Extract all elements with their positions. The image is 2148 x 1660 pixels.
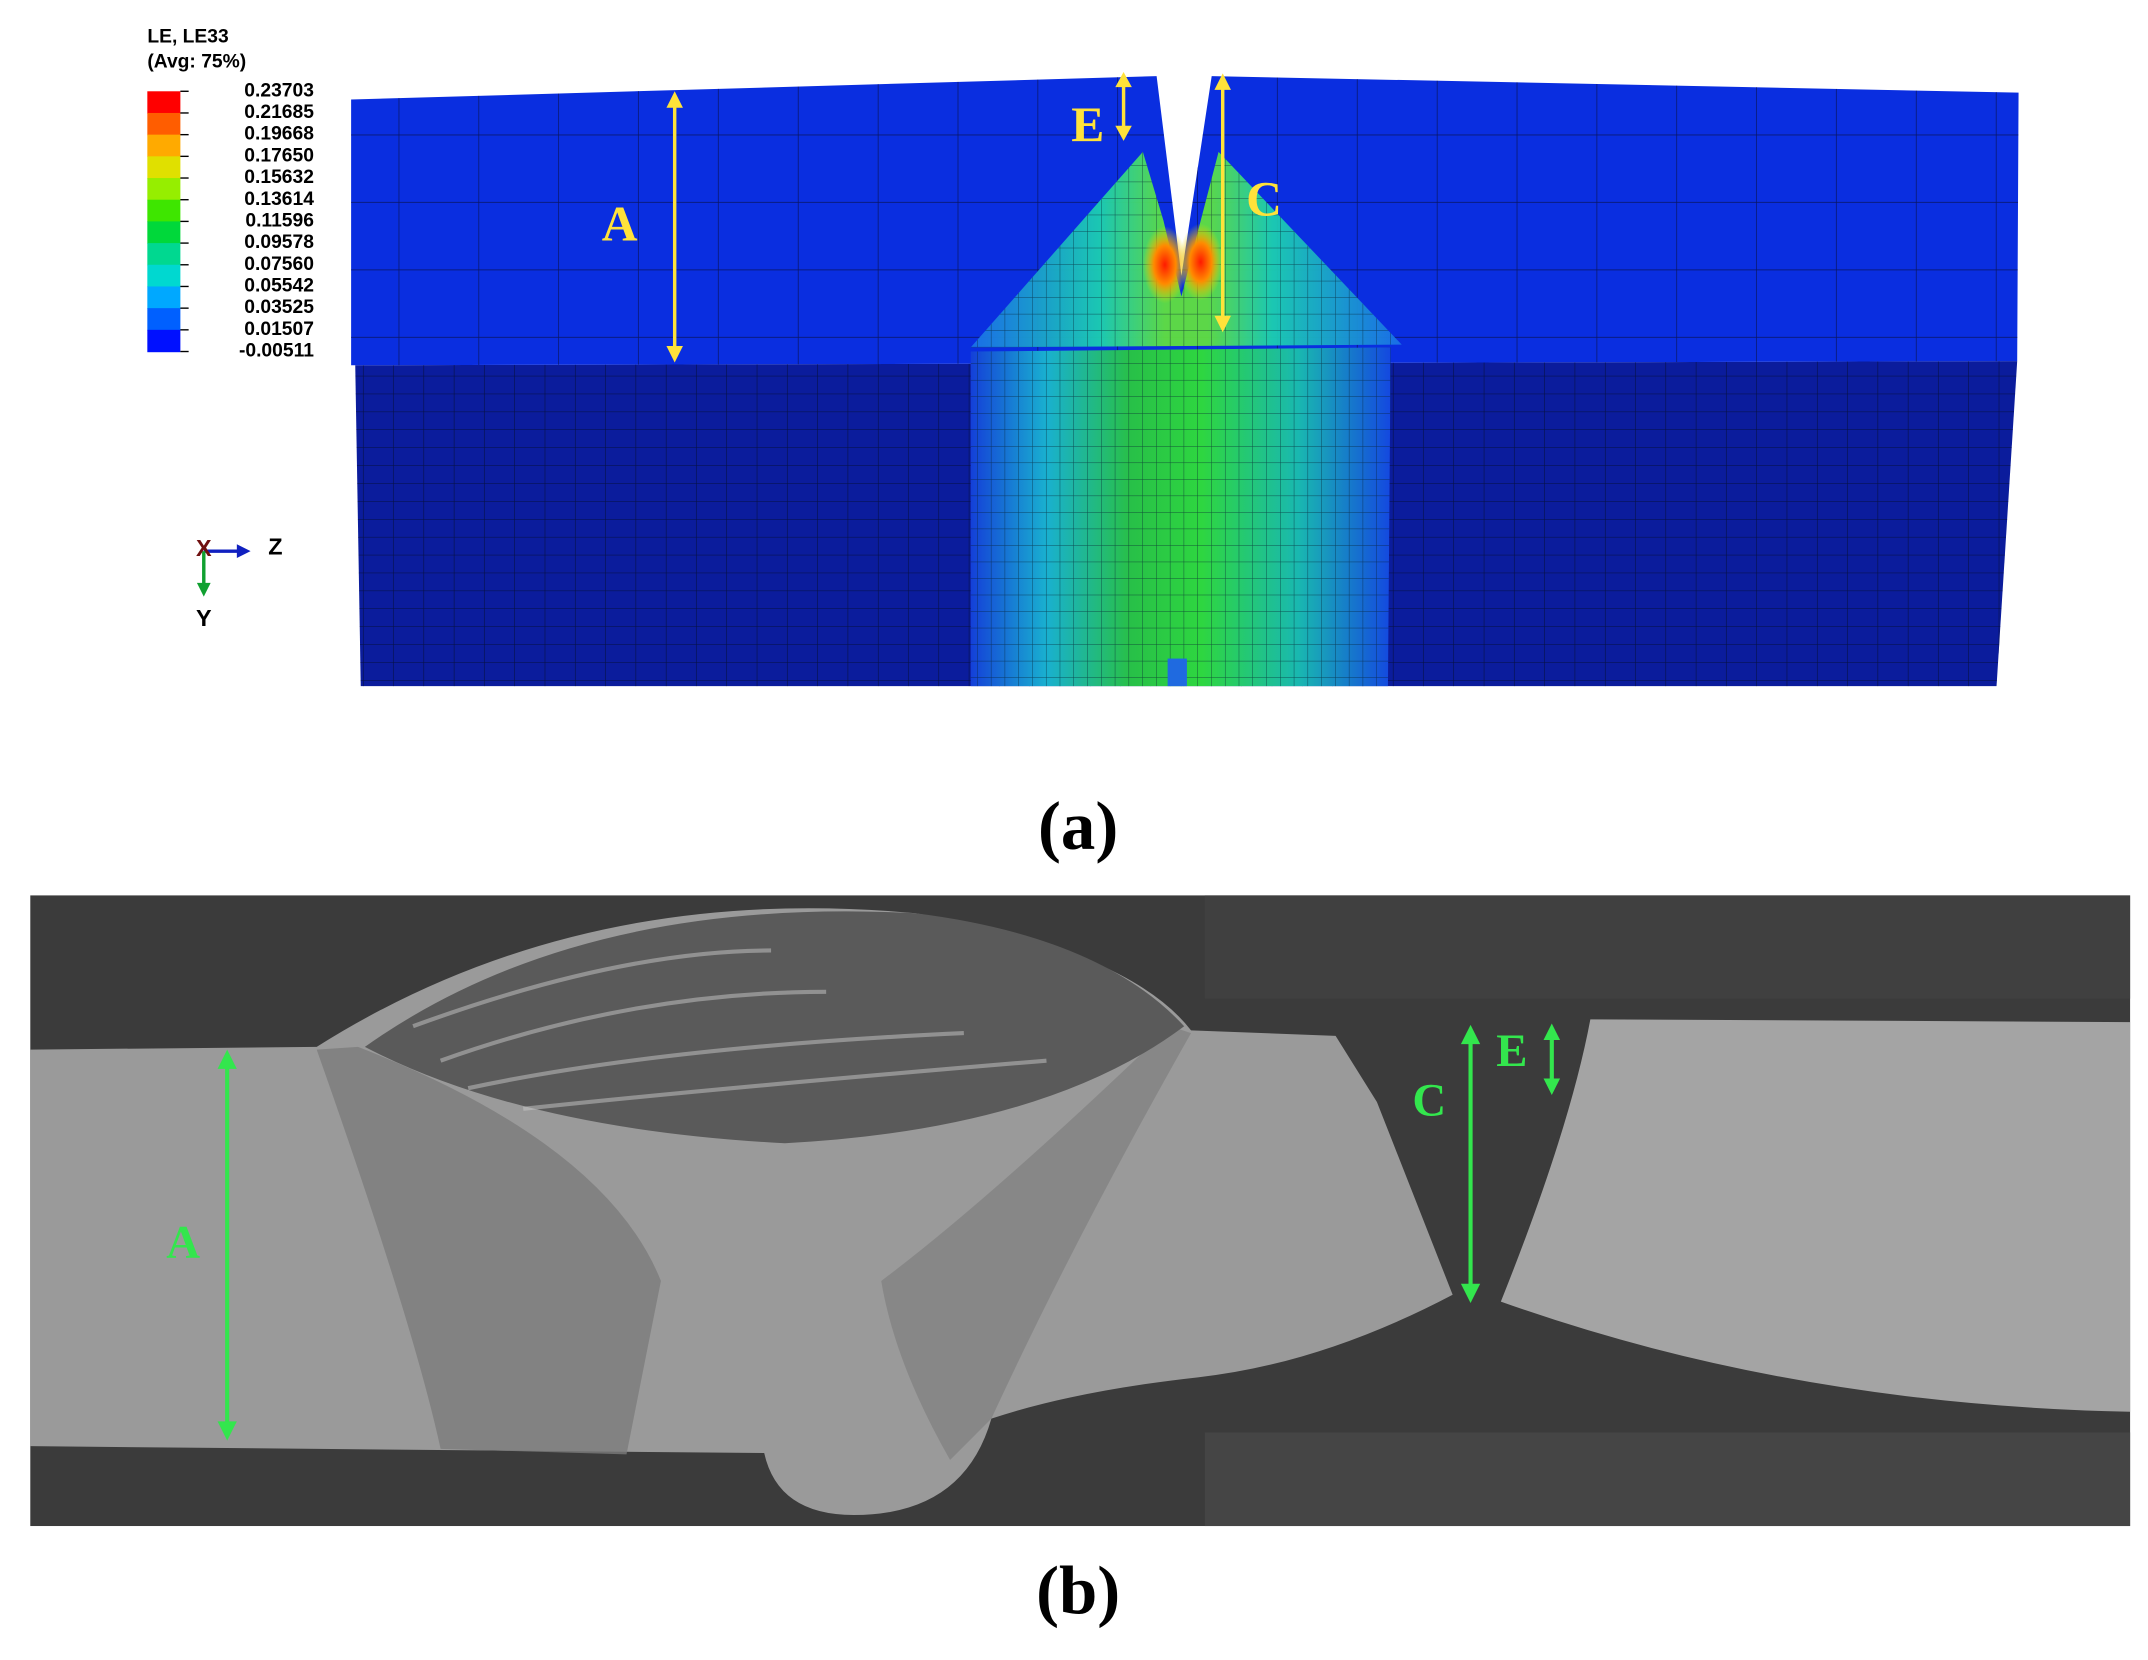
legend-swatch	[147, 308, 181, 331]
label-e: E	[1496, 1025, 1527, 1077]
legend-title: LE, LE33	[147, 27, 229, 48]
fe-model	[351, 76, 2019, 687]
legend-level: -0.00511	[239, 341, 314, 362]
legend-swatch	[147, 286, 181, 309]
legend-swatch	[147, 112, 181, 136]
legend-swatch	[147, 178, 181, 201]
legend-swatch	[147, 134, 181, 158]
axis-y-label: Y	[196, 605, 212, 631]
label-c: C	[1246, 172, 1282, 227]
legend-level: 0.05542	[244, 276, 314, 297]
legend-level: 0.17650	[244, 145, 314, 166]
label-c: C	[1412, 1074, 1446, 1126]
label-e: E	[1071, 97, 1104, 152]
legend-swatch	[147, 264, 181, 288]
legend-level: 0.23703	[244, 80, 314, 101]
legend-level: 0.03525	[244, 297, 314, 318]
legend-level: 0.15632	[244, 167, 314, 188]
legend-level: 0.13614	[244, 189, 314, 210]
legend-level: 0.09578	[244, 232, 314, 253]
micrograph	[30, 895, 2131, 1527]
label-a: A	[166, 1216, 200, 1268]
axis-x-label: X	[196, 535, 212, 561]
legend: LE, LE33 (Avg: 75%) 0.237030.216850.1966…	[147, 27, 314, 362]
dimension-arrows-a	[666, 72, 1231, 363]
legend-level: 0.07560	[244, 254, 314, 275]
legend-swatch	[147, 243, 181, 266]
legend-swatch	[147, 221, 181, 244]
legend-subtitle: (Avg: 75%)	[147, 51, 246, 72]
caption-b: (b)	[1036, 1552, 1120, 1628]
legend-level: 0.21685	[244, 102, 314, 123]
legend-swatch	[147, 156, 181, 179]
caption-a: (a)	[1038, 788, 1118, 864]
axis-triad: X Z Y	[196, 534, 283, 632]
legend-level: 0.19668	[244, 124, 314, 145]
legend-level: 0.01507	[244, 319, 314, 340]
legend-swatch	[147, 91, 181, 114]
dimension-arrows-b	[217, 1023, 1561, 1441]
axis-z-label: Z	[268, 534, 282, 560]
legend-swatch	[147, 329, 181, 353]
label-a: A	[602, 196, 638, 251]
legend-swatch	[147, 199, 181, 223]
legend-level: 0.11596	[245, 210, 314, 231]
